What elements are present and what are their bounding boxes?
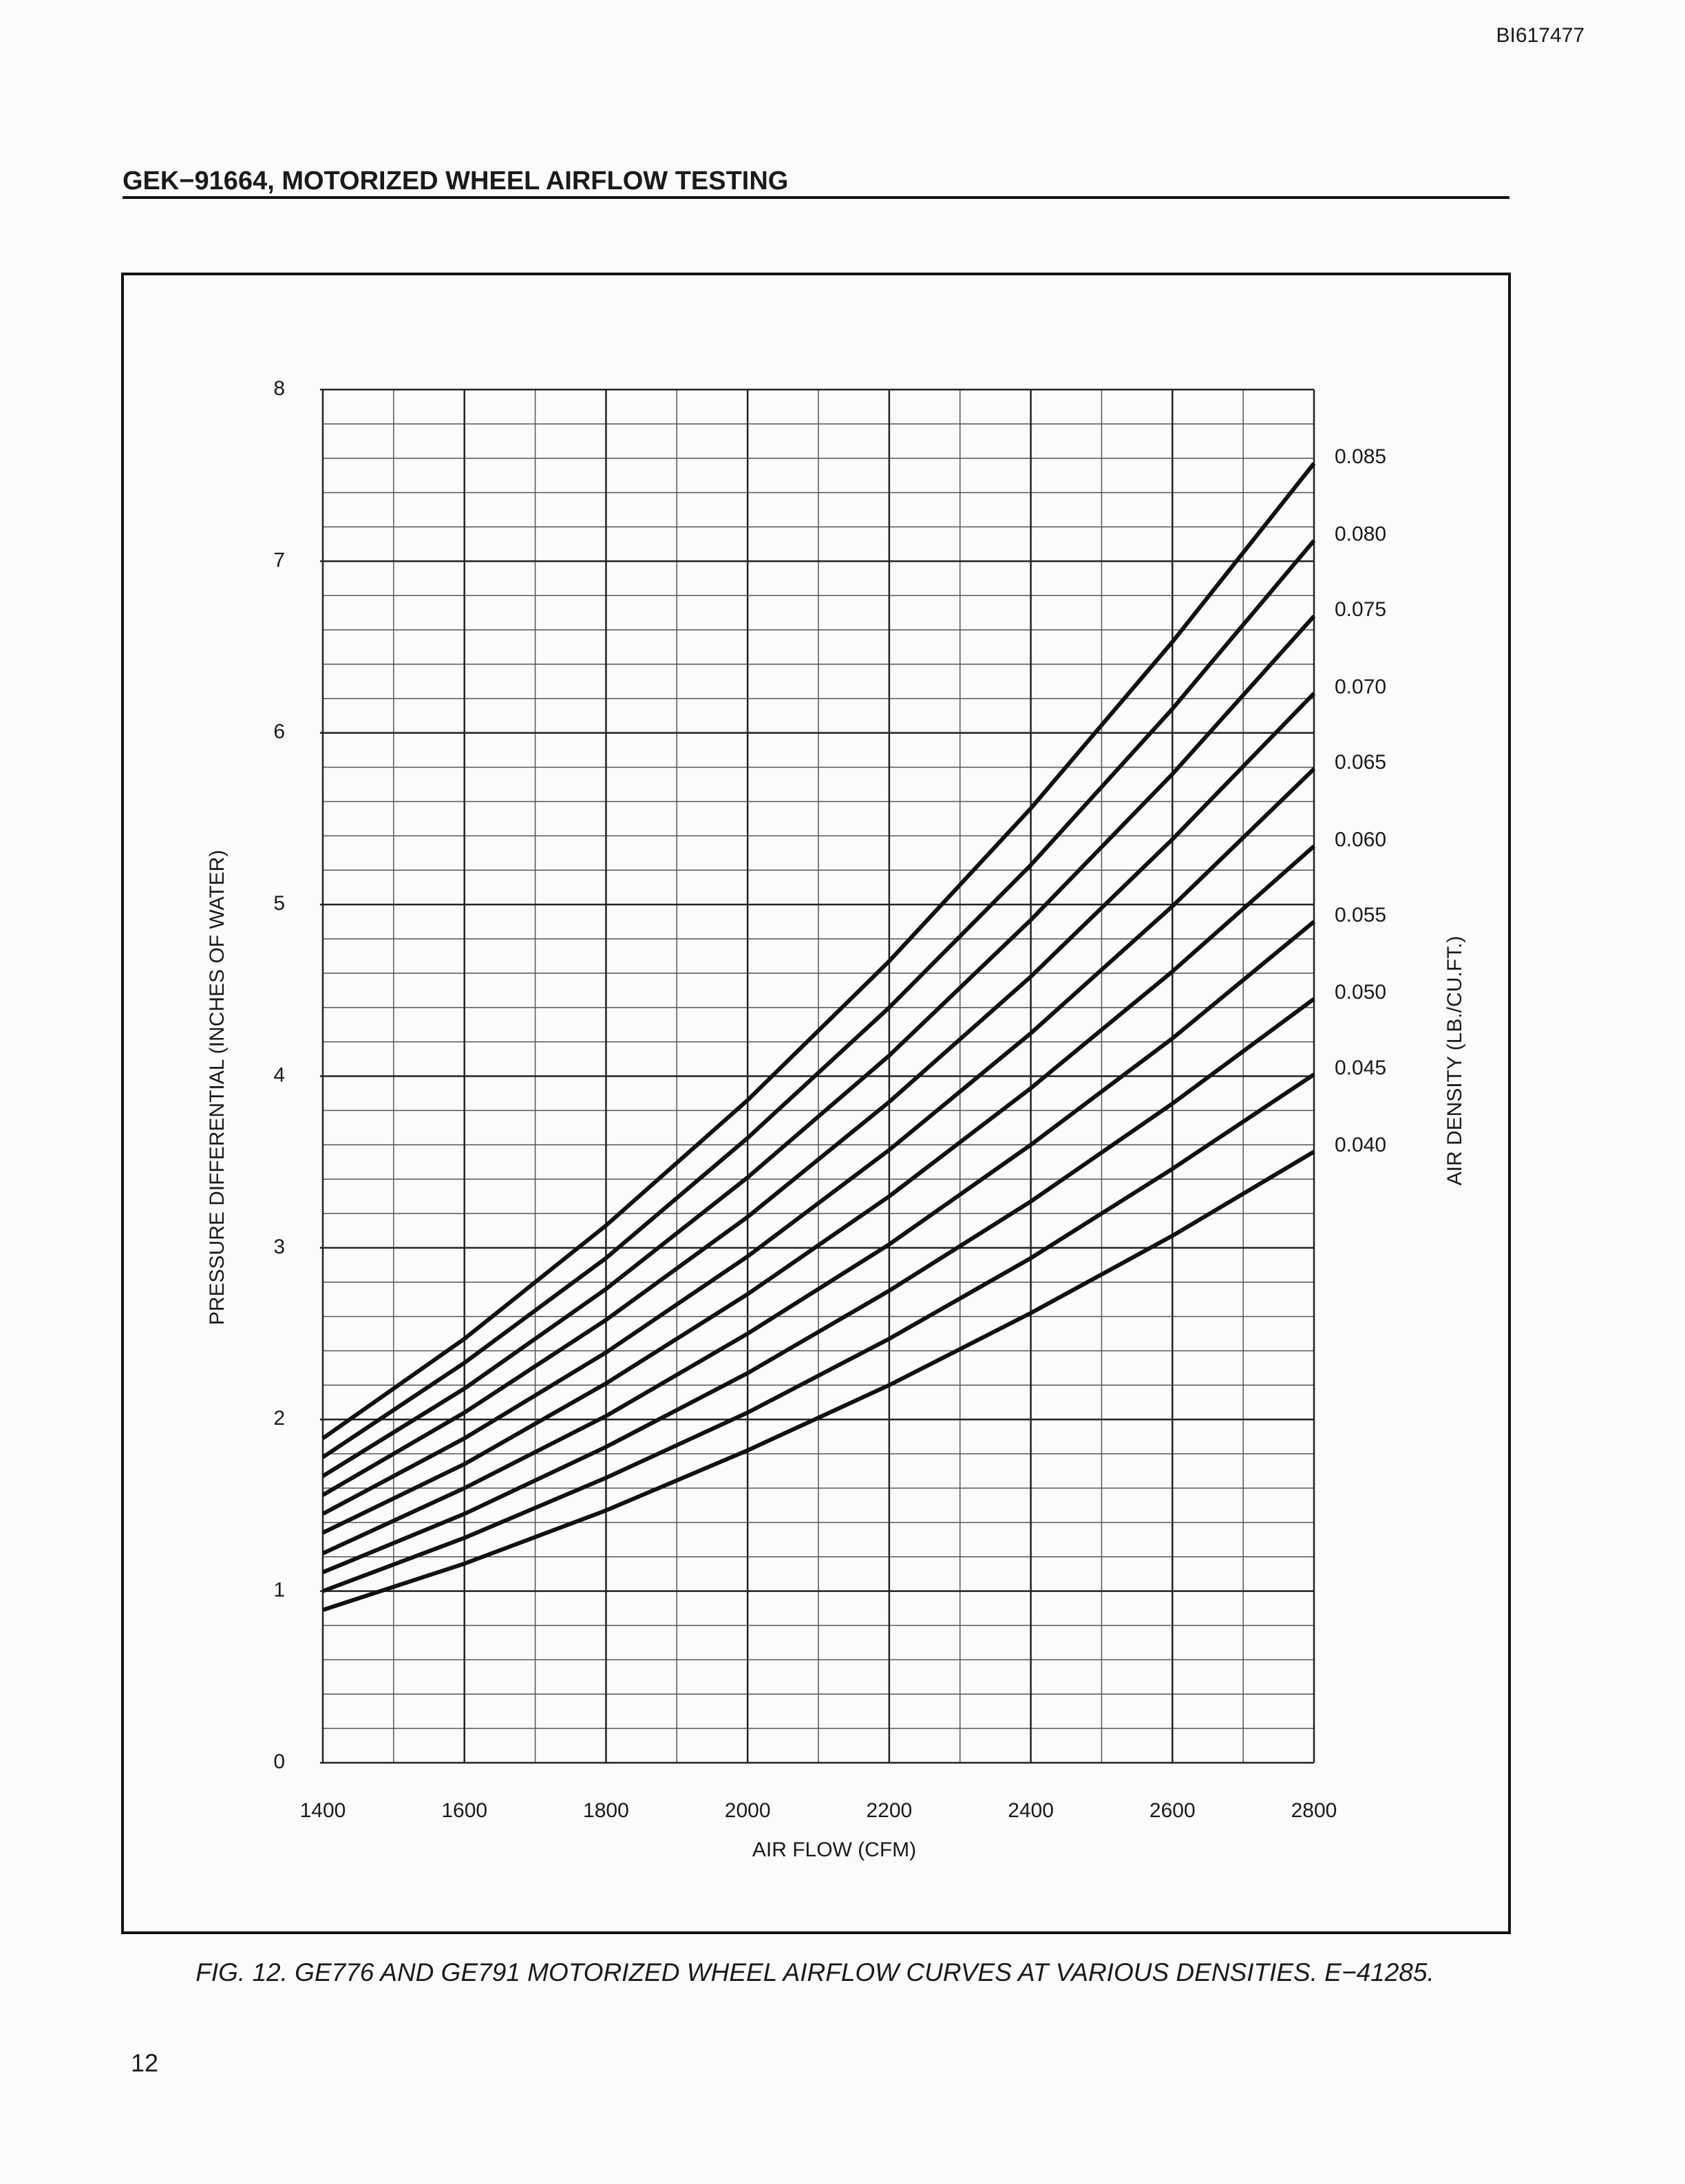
x-tick-label: 2000 — [725, 1799, 771, 1822]
x-tick-label: 2600 — [1149, 1799, 1196, 1822]
curve-label: 0.050 — [1335, 981, 1386, 1004]
x-tick-label: 2400 — [1008, 1799, 1054, 1822]
y-tick-label: 1 — [273, 1579, 285, 1602]
curve-label: 0.040 — [1335, 1134, 1386, 1156]
y-axis-label: PRESSURE DIFFERENTIAL (INCHES OF WATER) — [206, 850, 229, 1326]
x-tick-label: 1600 — [441, 1799, 487, 1822]
curve-label: 0.065 — [1335, 751, 1386, 774]
curve-label: 0.045 — [1335, 1057, 1386, 1079]
y-tick-label: 3 — [273, 1236, 285, 1258]
density-curve — [321, 615, 1316, 1478]
header-title: GEK−91664, MOTORIZED WHEEL AIRFLOW TESTI… — [123, 167, 788, 195]
y-tick-label: 6 — [273, 721, 285, 743]
y-tick-label: 5 — [273, 892, 285, 915]
x-tick-label: 1400 — [300, 1799, 346, 1822]
curve-label: 0.070 — [1335, 675, 1386, 698]
y-tick-label: 8 — [273, 377, 285, 400]
y-tick-label: 7 — [273, 549, 285, 571]
x-tick-label: 1800 — [583, 1799, 629, 1822]
document-id: BI617477 — [1496, 24, 1585, 47]
x-tick-label: 2200 — [866, 1799, 912, 1822]
curve-label: 0.080 — [1335, 522, 1386, 545]
page-number: 12 — [131, 2049, 158, 2077]
curve-label: 0.060 — [1335, 828, 1386, 851]
figure-caption: FIG. 12. GE776 AND GE791 MOTORIZED WHEEL… — [195, 1958, 1434, 1986]
x-tick-label: 2800 — [1291, 1799, 1337, 1822]
y-tick-label: 4 — [273, 1063, 285, 1086]
curve-label: 0.085 — [1335, 445, 1386, 468]
curve-label: 0.075 — [1335, 598, 1386, 621]
density-curve — [321, 1072, 1315, 1593]
curve-label: 0.055 — [1335, 904, 1386, 926]
density-curve — [321, 997, 1315, 1574]
x-axis-label: AIR FLOW (CFM) — [752, 1838, 916, 1861]
density-curve — [321, 767, 1316, 1516]
y-tick-label: 0 — [273, 1750, 285, 1773]
density-axis-label: AIR DENSITY (LB./CU.FT.) — [1443, 936, 1466, 1186]
plot: 1400 1600 1800 2000 2200 2400 2600 2800 0 1 2 3 4 5 6 7… — [273, 377, 1386, 1822]
density-curve — [322, 1149, 1315, 1612]
density-curve — [321, 845, 1315, 1535]
density-curve — [321, 462, 1316, 1441]
density-curve — [321, 539, 1316, 1459]
y-tick-label: 2 — [273, 1407, 285, 1430]
density-curve — [321, 920, 1315, 1556]
figure-frame — [121, 273, 1511, 1934]
density-curve — [321, 692, 1316, 1497]
